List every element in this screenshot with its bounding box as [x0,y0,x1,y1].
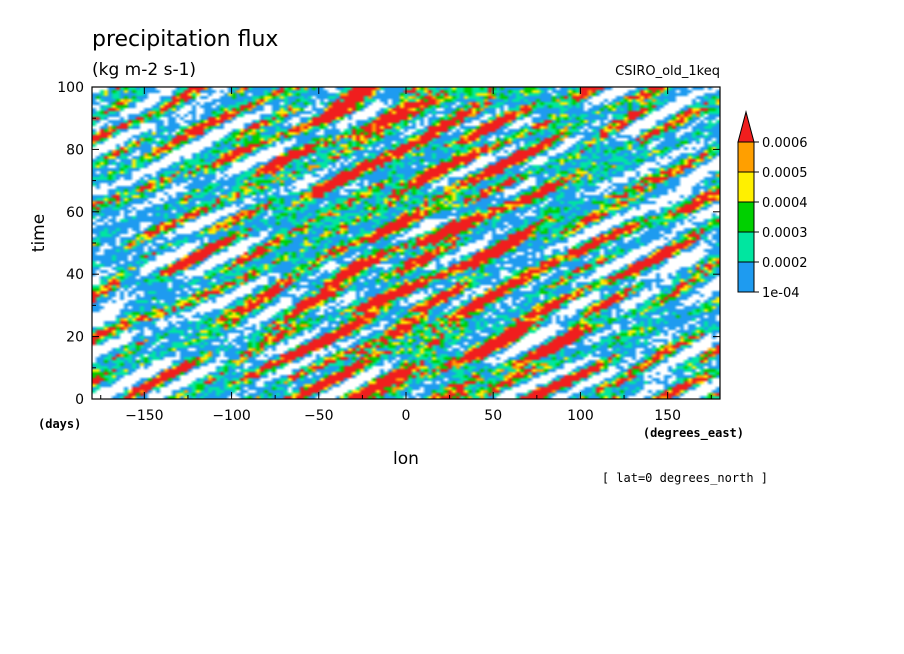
colorbar-label: 0.0002 [762,256,808,271]
x-tick-label: 50 [484,408,502,424]
y-tick-label: 20 [66,330,84,346]
colorbar-swatch [737,141,755,173]
heatmap-image [92,87,720,399]
chart-title: precipitation flux [92,27,278,52]
x-tick-label: −150 [125,408,163,424]
colorbar-label: 0.0005 [762,166,808,181]
chart-units: (kg m-2 s-1) [92,60,196,80]
y-axis-label: time [29,214,49,252]
x-axis: −150 −100 −50 0 50 100 150 [100,87,712,424]
x-axis-units: (degrees_east) [643,426,744,441]
x-tick-label: 100 [567,408,594,424]
colorbar-swatch [737,261,755,293]
colorbar-swatch [737,201,755,233]
heatmap-field [92,87,720,399]
colorbar-label: 0.0003 [762,226,808,241]
y-tick-label: 40 [66,267,84,283]
y-tick-label: 60 [66,205,84,221]
colorbar-swatch [737,231,755,263]
y-axis: 0 20 40 60 80 100 [57,80,720,408]
colorbar-max-triangle [737,110,755,143]
y-tick-label: 100 [57,80,84,96]
y-tick-label: 80 [66,142,84,158]
colorbar-label: 1e-04 [762,286,800,301]
colorbar-swatch [737,171,755,203]
colorbar-label: 0.0004 [762,196,808,211]
x-tick-label: 0 [402,408,411,424]
colorbar: 1e-04 0.0002 0.0003 0.0004 0.0005 0.0006 [737,110,808,301]
x-tick-label: 150 [654,408,681,424]
y-tick-label: 0 [75,392,84,408]
dataset-label: CSIRO_old_1keq [615,64,720,79]
colorbar-label: 0.0006 [762,136,808,151]
x-axis-label: lon [393,449,419,469]
footnote: [ lat=0 degrees_north ] [602,471,768,485]
x-tick-label: −50 [304,408,334,424]
y-axis-units: (days) [38,417,81,431]
x-tick-label: −100 [212,408,250,424]
